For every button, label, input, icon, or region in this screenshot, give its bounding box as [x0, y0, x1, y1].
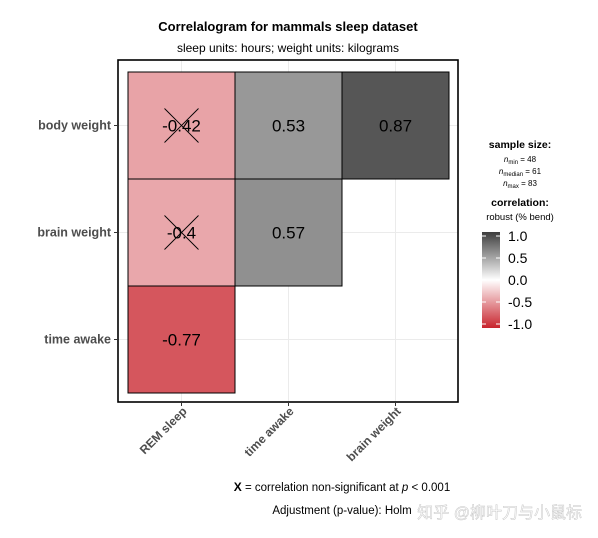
- heatmap-cell-fill: [234, 178, 343, 287]
- y-tick-label: body weight: [38, 119, 112, 133]
- heatmap-cell-label: 0.87: [379, 117, 412, 136]
- heatmap-cell-label: -0.77: [162, 331, 201, 350]
- watermark: 知乎 @柳叶刀与小鼠标: [417, 504, 582, 522]
- non-significant-cross: [164, 108, 199, 143]
- legend-correlation-title: correlation:: [491, 197, 549, 209]
- colorbar-tick-label: -1.0: [508, 316, 532, 332]
- heatmap-cell: -0.42: [127, 71, 236, 180]
- legend-colorbar: [482, 232, 500, 328]
- colorbar-tick-label: 1.0: [508, 228, 528, 244]
- x-axis-labels: REM sleep time awake brain weight: [137, 402, 404, 464]
- caption-line-2: Adjustment (p-value): Holm: [272, 505, 411, 517]
- chart-subtitle: sleep units: hours; weight units: kilogr…: [177, 41, 399, 55]
- heatmap-cells: -0.42 0.53 0.87 -0.4 0.57 -0.77: [127, 71, 450, 394]
- x-tick-label: REM sleep: [137, 404, 190, 457]
- heatmap-cell-label: 0.53: [272, 117, 305, 136]
- heatmap-cell-label: 0.57: [272, 224, 305, 243]
- heatmap-cell-fill: [341, 71, 450, 180]
- heatmap-cell-fill: [127, 285, 236, 394]
- heatmap-cell: 0.87: [341, 71, 450, 180]
- legend-colorbar-ticks: 1.0 0.5 0.0 -0.5 -1.0: [482, 228, 532, 332]
- legend-n-median: nmedian = 61: [499, 167, 542, 178]
- caption-line-1: X = correlation non-significant at p < 0…: [234, 480, 450, 494]
- non-significant-cross: [164, 215, 199, 250]
- heatmap-cell: -0.4: [127, 178, 236, 287]
- x-tick-label: brain weight: [344, 404, 404, 464]
- y-axis-labels: body weight brain weight time awake: [37, 119, 118, 347]
- colorbar-tick-label: 0.5: [508, 250, 528, 266]
- chart-title: Correlalogram for mammals sleep dataset: [158, 19, 418, 34]
- heatmap-cell: 0.57: [234, 178, 343, 287]
- legend: sample size: nmin = 48 nmedian = 61 nmax…: [482, 139, 554, 332]
- heatmap-cell: -0.77: [127, 285, 236, 394]
- heatmap-cell: 0.53: [234, 71, 343, 180]
- caption: X = correlation non-significant at p < 0…: [234, 480, 450, 517]
- colorbar-tick-label: -0.5: [508, 294, 532, 310]
- legend-n-max: nmax = 83: [503, 179, 537, 190]
- legend-correlation-subtitle: robust (% bend): [486, 212, 554, 223]
- x-tick-label: time awake: [241, 404, 296, 459]
- y-tick-label: brain weight: [37, 226, 111, 240]
- y-tick-label: time awake: [44, 333, 111, 347]
- colorbar-tick-label: 0.0: [508, 272, 528, 288]
- legend-sample-size-title: sample size:: [489, 139, 551, 151]
- legend-n-min: nmin = 48: [504, 155, 537, 166]
